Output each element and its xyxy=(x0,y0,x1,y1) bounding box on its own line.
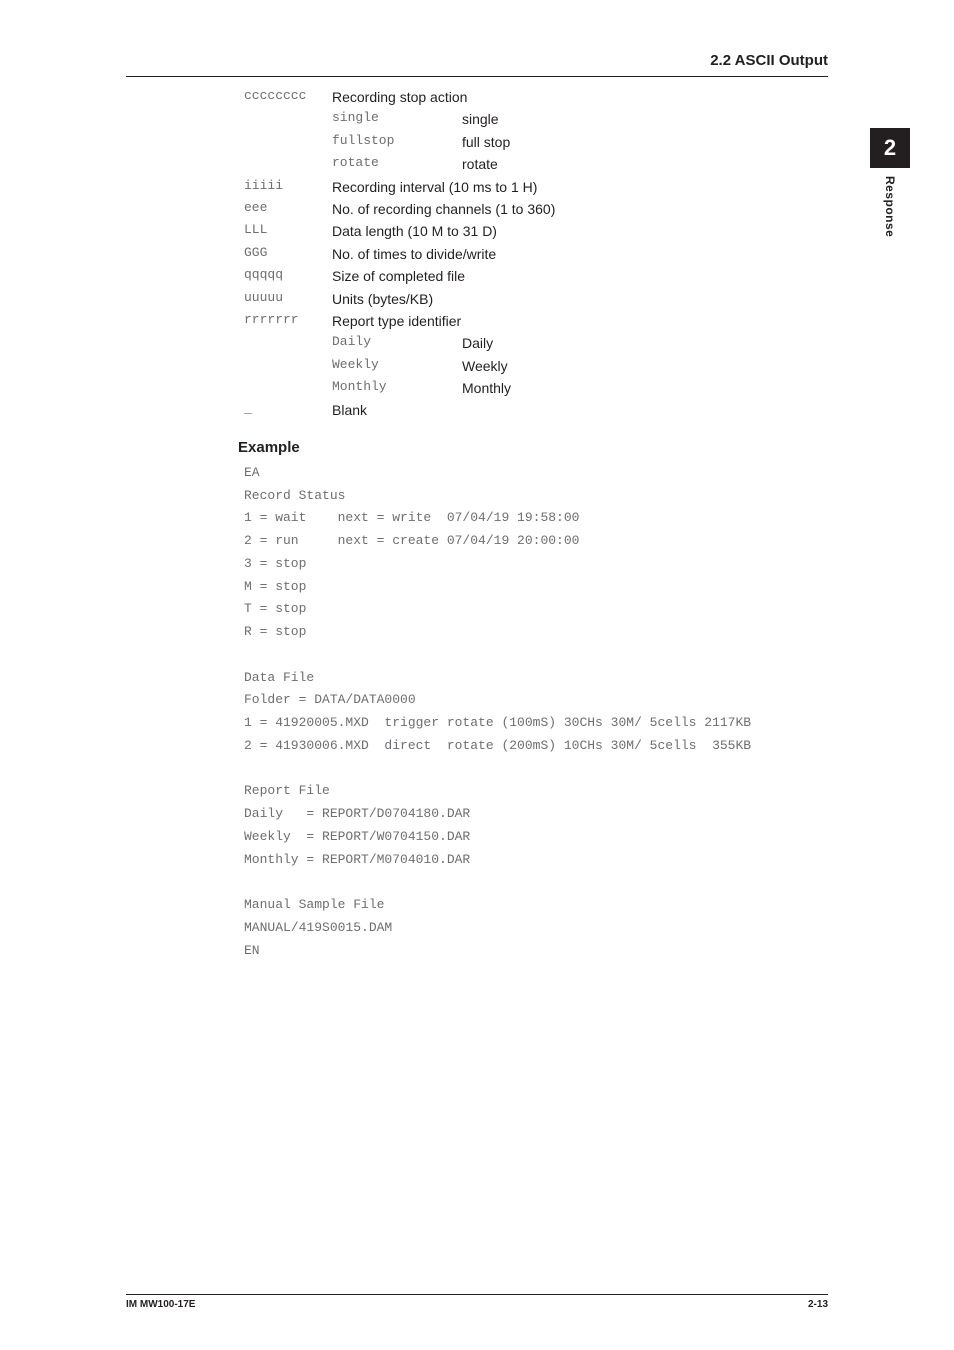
footer-right: 2-13 xyxy=(808,1299,828,1310)
definition-value: Data length (10 M to 31 D) xyxy=(332,220,844,242)
definition-row: qqqqqSize of completed file xyxy=(244,265,844,287)
definition-sub-value: Daily xyxy=(462,332,844,354)
definition-sub-key: single xyxy=(332,108,462,130)
definition-sub-row: rotaterotate xyxy=(244,153,844,175)
chapter-tab: 2 Response xyxy=(870,128,910,237)
definition-sub-key: Daily xyxy=(332,332,462,354)
definition-sub-value: Weekly xyxy=(462,355,844,377)
definition-row: iiiiiRecording interval (10 ms to 1 H) xyxy=(244,176,844,198)
definition-sub-row: MonthlyMonthly xyxy=(244,377,844,399)
definition-key: eee xyxy=(244,198,332,220)
example-heading: Example xyxy=(238,436,844,460)
definition-value: Recording stop action xyxy=(332,86,844,108)
example-block: EA Record Status 1 = wait next = write 0… xyxy=(244,462,844,963)
definition-row: _Blank xyxy=(244,399,844,421)
header-rule xyxy=(126,76,828,77)
definition-value: Units (bytes/KB) xyxy=(332,288,844,310)
definitions-list: ccccccccRecording stop actionsinglesingl… xyxy=(244,86,844,422)
definition-row: uuuuuUnits (bytes/KB) xyxy=(244,288,844,310)
definition-row: GGGNo. of times to divide/write xyxy=(244,243,844,265)
definition-sub-row: singlesingle xyxy=(244,108,844,130)
definition-value: No. of recording channels (1 to 360) xyxy=(332,198,844,220)
definition-row: ccccccccRecording stop action xyxy=(244,86,844,108)
chapter-number: 2 xyxy=(884,135,896,161)
definition-value: Report type identifier xyxy=(332,310,844,332)
definition-sub-key: fullstop xyxy=(332,131,462,153)
definition-sub-key: Weekly xyxy=(332,355,462,377)
definition-row: eeeNo. of recording channels (1 to 360) xyxy=(244,198,844,220)
chapter-label: Response xyxy=(883,176,897,237)
definition-key: qqqqq xyxy=(244,265,332,287)
definition-value: No. of times to divide/write xyxy=(332,243,844,265)
content-area: ccccccccRecording stop actionsinglesingl… xyxy=(244,86,844,962)
definition-sub-row: fullstopfull stop xyxy=(244,131,844,153)
definition-row: LLLData length (10 M to 31 D) xyxy=(244,220,844,242)
definition-value: Blank xyxy=(332,399,844,421)
definition-value: Recording interval (10 ms to 1 H) xyxy=(332,176,844,198)
definition-key: uuuuu xyxy=(244,288,332,310)
definition-value: Size of completed file xyxy=(332,265,844,287)
definition-key: iiiii xyxy=(244,176,332,198)
definition-key: LLL xyxy=(244,220,332,242)
definition-key: cccccccc xyxy=(244,86,332,108)
definition-sub-value: single xyxy=(462,108,844,130)
definition-sub-row: DailyDaily xyxy=(244,332,844,354)
definition-key: _ xyxy=(244,399,332,421)
definition-sub-value: Monthly xyxy=(462,377,844,399)
definition-sub-value: rotate xyxy=(462,153,844,175)
page: 2.2 ASCII Output 2 Response ccccccccReco… xyxy=(0,0,954,1350)
definition-sub-row: WeeklyWeekly xyxy=(244,355,844,377)
section-header: 2.2 ASCII Output xyxy=(710,52,828,69)
definition-sub-value: full stop xyxy=(462,131,844,153)
footer-left: IM MW100-17E xyxy=(126,1299,195,1310)
definition-key: GGG xyxy=(244,243,332,265)
definition-sub-key: Monthly xyxy=(332,377,462,399)
definition-sub-key: rotate xyxy=(332,153,462,175)
definition-row: rrrrrrrReport type identifier xyxy=(244,310,844,332)
chapter-number-box: 2 xyxy=(870,128,910,168)
definition-key: rrrrrrr xyxy=(244,310,332,332)
footer: IM MW100-17E 2-13 xyxy=(126,1294,828,1310)
